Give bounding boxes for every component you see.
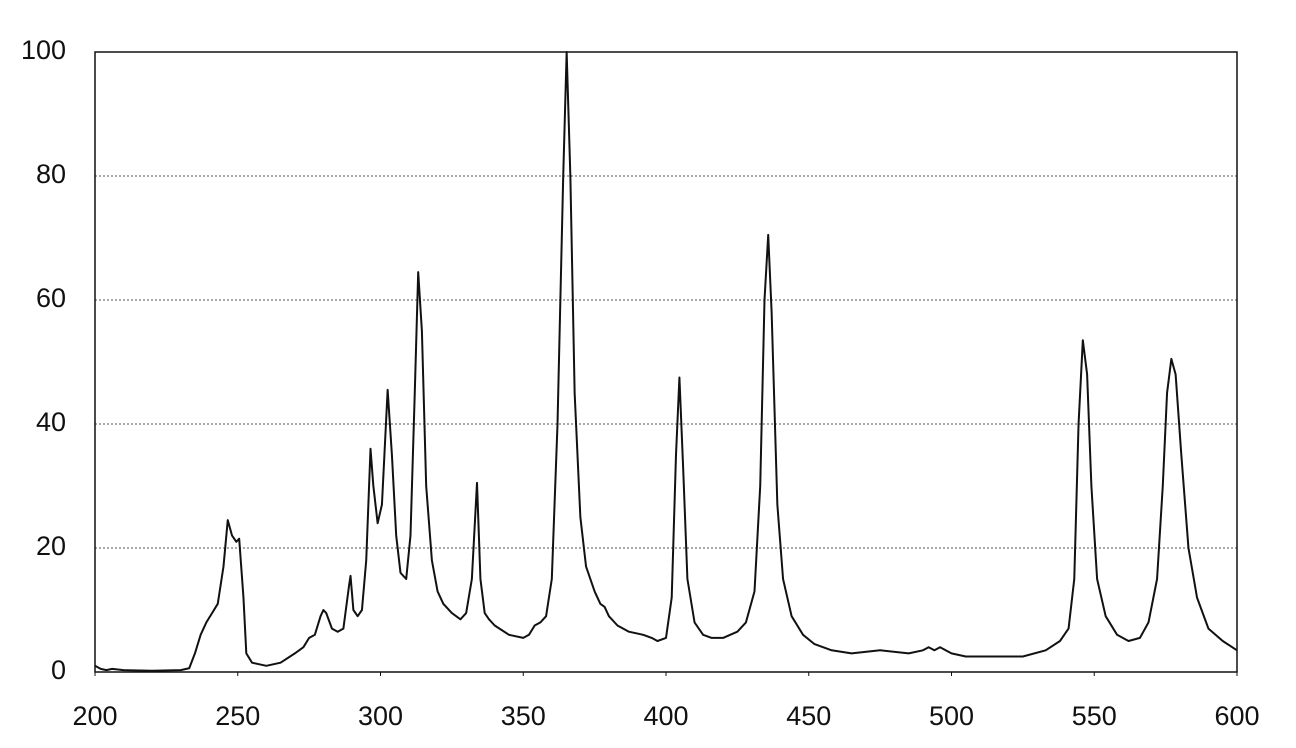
y-tick-label: 0 <box>51 655 66 685</box>
y-tick-label: 40 <box>36 407 66 437</box>
x-tick-label: 550 <box>1072 701 1117 731</box>
x-tick-label: 300 <box>358 701 403 731</box>
y-tick-label: 100 <box>21 35 66 65</box>
x-tick-label: 500 <box>929 701 974 731</box>
x-tick-label: 200 <box>72 701 117 731</box>
x-tick-label: 400 <box>643 701 688 731</box>
x-tick-label: 250 <box>215 701 260 731</box>
y-tick-label: 20 <box>36 531 66 561</box>
spectrum-line <box>94 51 1238 672</box>
x-tick-label: 600 <box>1214 701 1259 731</box>
x-tick-label: 450 <box>786 701 831 731</box>
y-tick-label: 60 <box>36 283 66 313</box>
y-tick-label: 80 <box>36 159 66 189</box>
x-tick-label: 350 <box>501 701 546 731</box>
plot-frame <box>94 51 1238 673</box>
